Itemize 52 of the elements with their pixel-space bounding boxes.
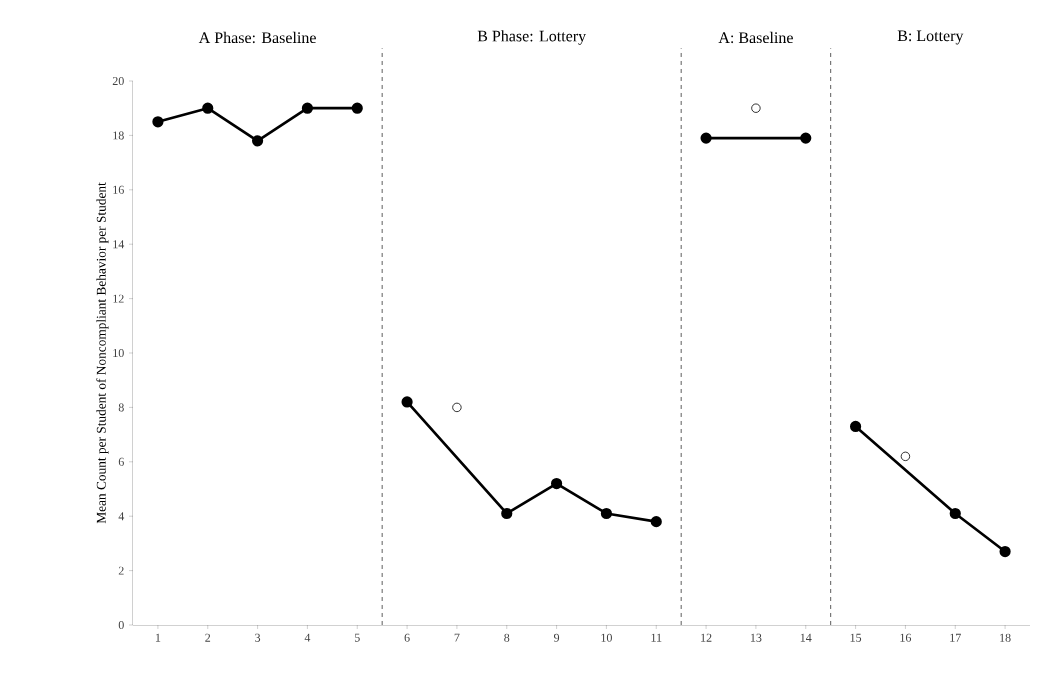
- point: [650, 516, 662, 528]
- x-tick-label: 10: [601, 633, 612, 642]
- y-tick-label: 14: [113, 240, 125, 249]
- x-tick-label: 9: [553, 633, 560, 642]
- x-tick-label: 13: [750, 633, 762, 642]
- x-tick-label: 4: [304, 633, 311, 642]
- point: [751, 103, 761, 113]
- band-label: A: Baseline: [718, 31, 793, 44]
- point: [401, 396, 413, 408]
- x-tick-label: 6: [404, 633, 410, 642]
- band-label: A Phase: Baseline: [198, 31, 316, 44]
- x-tick-label: 7: [454, 633, 460, 642]
- x-tick-label: 3: [255, 633, 261, 642]
- y-tick-label: 2: [118, 566, 124, 575]
- point: [351, 102, 363, 114]
- y-tick-label: 12: [113, 294, 124, 303]
- x-tick-label: 11: [651, 633, 662, 642]
- x-tick-label: 12: [701, 633, 712, 642]
- x-tick-label: 8: [504, 633, 510, 642]
- band-label: B Phase: Lottery: [477, 30, 587, 45]
- y-tick-label: 20: [112, 76, 124, 86]
- point: [301, 102, 314, 114]
- x-tick-label: 2: [205, 633, 211, 642]
- y-tick-label: 16: [113, 185, 124, 194]
- point: [501, 507, 513, 520]
- point: [900, 451, 911, 462]
- x-tick-label: 16: [900, 633, 912, 642]
- y-axis-title: Mean Count per Student of Noncompliant Behavior per Student: [96, 182, 109, 524]
- point: [949, 507, 961, 520]
- x-tick-label: 18: [1000, 633, 1011, 642]
- y-tick-label: 6: [118, 457, 124, 466]
- x-tick-label: 1: [155, 633, 161, 642]
- x-tick-label: 14: [800, 633, 812, 642]
- point: [849, 420, 862, 433]
- point: [452, 402, 462, 413]
- y-tick-label: 18: [113, 131, 124, 140]
- x-tick-label: 5: [354, 633, 360, 642]
- point: [550, 477, 563, 490]
- point: [600, 507, 613, 520]
- y-tick-label: 8: [118, 403, 124, 412]
- point: [700, 132, 712, 144]
- x-tick-label: 15: [850, 633, 862, 642]
- point: [152, 116, 164, 128]
- point: [202, 102, 214, 114]
- y-tick-label: 10: [113, 348, 124, 358]
- point: [251, 135, 264, 147]
- point: [999, 545, 1011, 558]
- x-tick-label: 17: [950, 633, 961, 642]
- band-label: B: Lottery: [897, 30, 964, 45]
- point: [800, 132, 812, 144]
- y-tick-label: 0: [118, 620, 124, 630]
- y-tick-label: 4: [118, 512, 125, 521]
